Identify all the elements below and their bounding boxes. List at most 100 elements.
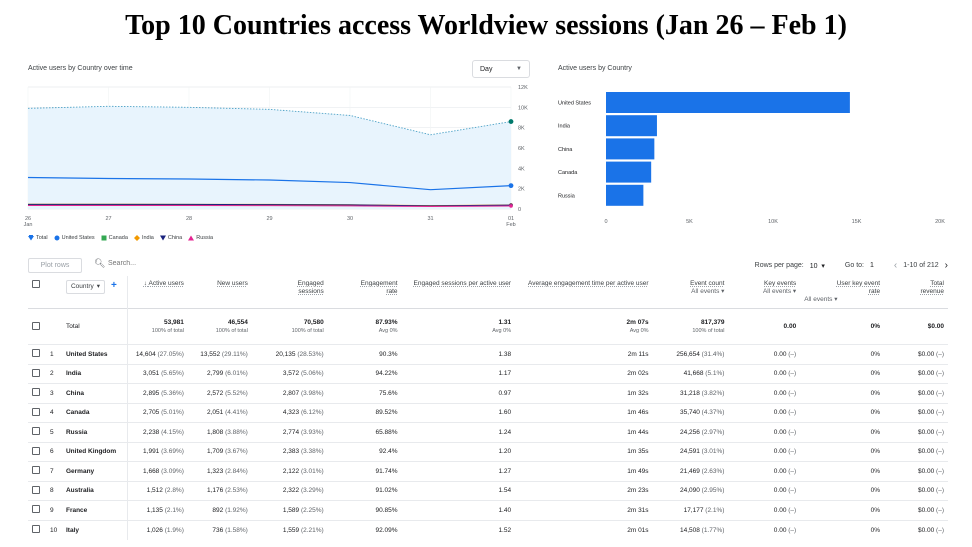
col-new-users[interactable]: New users bbox=[188, 276, 252, 309]
country-cell[interactable]: China bbox=[61, 383, 128, 403]
col-active-users[interactable]: ↓ Active users bbox=[127, 276, 188, 309]
series-line bbox=[27, 176, 512, 191]
country-cell[interactable]: United Kingdom bbox=[61, 441, 128, 462]
engaged-per-user-value: 1.27 bbox=[498, 467, 512, 475]
revenue-pct: (–) bbox=[936, 409, 944, 417]
add-dimension-icon[interactable]: + bbox=[111, 280, 117, 291]
new-users-cell: 1,709 (3.67%) bbox=[187, 441, 252, 462]
total-event-count-sub: 100% of total bbox=[692, 328, 725, 334]
table-row: 3 China 2,895 (5.36%) 2,572 (5.52%) 2,807 (3… bbox=[28, 383, 948, 403]
user-key-event-rate-value: 0% bbox=[870, 448, 881, 456]
new-users-value: 13,552 bbox=[200, 350, 221, 358]
engaged-per-user-value: 0.97 bbox=[498, 389, 512, 397]
dimension-select[interactable]: Country ▾ bbox=[65, 280, 105, 294]
country-cell[interactable]: India bbox=[61, 363, 128, 384]
row-checkbox[interactable] bbox=[32, 349, 40, 358]
avg-time-value: 1m 46s bbox=[627, 409, 649, 417]
revenue-value: $0.00 bbox=[917, 506, 935, 514]
row-checkbox[interactable] bbox=[32, 505, 40, 514]
rows-per-page-select[interactable]: 10 ▾ bbox=[809, 262, 825, 270]
legend-item[interactable]: Russia bbox=[188, 235, 213, 241]
engaged-sessions-pct: (3.98%) bbox=[300, 389, 324, 397]
legend-item[interactable]: Total bbox=[28, 235, 48, 241]
country-cell[interactable]: Germany bbox=[61, 461, 128, 481]
chevron-down-icon: ▼ bbox=[516, 66, 522, 72]
revenue-value: $0.00 bbox=[917, 467, 935, 475]
engagement-rate-cell: 92.4% bbox=[327, 441, 402, 462]
legend-item[interactable]: China bbox=[159, 235, 182, 241]
row-checkbox[interactable] bbox=[32, 485, 40, 494]
select-all-checkbox[interactable] bbox=[32, 280, 40, 288]
revenue-value: $0.00 bbox=[917, 350, 935, 358]
country-cell[interactable]: Italy bbox=[61, 519, 128, 540]
key-events-value: 0.00 bbox=[773, 448, 787, 456]
row-rank: 2 bbox=[49, 370, 54, 378]
key-events-cell: 0.00 (–) bbox=[728, 363, 801, 384]
country-cell[interactable]: Canada bbox=[61, 402, 128, 423]
col-total-revenue[interactable]: Total revenue bbox=[884, 276, 948, 309]
col-engaged-sessions[interactable]: Engaged sessions bbox=[252, 276, 328, 309]
engaged-sessions-cell: 2,807 (3.98%) bbox=[251, 383, 328, 403]
col-avg-time[interactable]: Average engagement time per active user bbox=[515, 276, 652, 309]
new-users-pct: (4.41%) bbox=[225, 409, 248, 417]
country-cell[interactable]: Australia bbox=[61, 480, 128, 501]
table-total-row: Total 53,981 100% of total 46,554 100% of … bbox=[28, 308, 948, 345]
event-count-filter[interactable]: All events bbox=[691, 288, 720, 295]
rank-cell: 1 bbox=[45, 344, 62, 364]
key-events-value: 0.00 bbox=[773, 428, 787, 436]
country-cell[interactable]: France bbox=[61, 500, 128, 520]
total-engaged-per-user-sub: Avg 0% bbox=[492, 328, 512, 334]
row-checkbox[interactable] bbox=[32, 368, 40, 377]
col-engagement-rate[interactable]: Engagement rate bbox=[328, 276, 402, 309]
row-checkbox[interactable] bbox=[32, 427, 40, 436]
bar-chart: United States India China Canada Russia 0 5K 10… bbox=[558, 92, 945, 225]
legend-item[interactable]: India bbox=[133, 235, 154, 241]
plot-rows-button[interactable]: Plot rows bbox=[28, 258, 82, 273]
col-key-events[interactable]: Key events All events ▾ bbox=[762, 280, 797, 295]
col-active-users-label: Active users bbox=[148, 280, 184, 287]
legend-item[interactable]: United States bbox=[54, 235, 95, 241]
country-cell[interactable]: Russia bbox=[61, 422, 128, 442]
event-count-pct: (2.95%) bbox=[701, 487, 725, 495]
engaged-per-user-value: 1.20 bbox=[498, 448, 512, 456]
active-users-cell: 2,895 (5.36%) bbox=[127, 383, 188, 403]
user-key-event-rate-filter[interactable]: All events bbox=[804, 296, 833, 303]
event-count-value: 31,218 bbox=[679, 389, 700, 397]
revenue-pct: (–) bbox=[936, 506, 944, 514]
row-rank: 8 bbox=[49, 487, 54, 495]
key-events-pct: (–) bbox=[788, 448, 797, 456]
rank-cell: 10 bbox=[45, 519, 62, 540]
legend-label: India bbox=[141, 235, 154, 241]
granularity-select[interactable]: Day ▼ bbox=[472, 60, 530, 78]
row-checkbox[interactable] bbox=[32, 407, 40, 416]
search-input[interactable] bbox=[108, 260, 228, 267]
active-users-cell: 1,668 (3.09%) bbox=[127, 461, 188, 481]
col-engaged-per-user[interactable]: Engaged sessions per active user bbox=[402, 276, 516, 309]
country-name: India bbox=[65, 370, 82, 378]
event-count-pct: (3.01%) bbox=[701, 448, 725, 456]
goto-input[interactable]: 1 bbox=[869, 262, 874, 269]
revenue-pct: (–) bbox=[936, 448, 944, 456]
col-user-key-event-rate[interactable]: User key event rate All events ▾ bbox=[804, 280, 881, 303]
country-name: Russia bbox=[65, 428, 88, 436]
engaged-per-user-value: 1.38 bbox=[498, 350, 512, 358]
user-key-event-rate-cell: 0% bbox=[800, 441, 885, 462]
col-event-count[interactable]: Event count All events ▾ bbox=[690, 280, 725, 295]
engagement-rate-cell: 91.02% bbox=[327, 480, 402, 501]
row-checkbox[interactable] bbox=[32, 466, 40, 475]
next-page-icon[interactable]: › bbox=[944, 260, 948, 271]
row-checkbox[interactable] bbox=[32, 446, 40, 455]
row-checkbox[interactable] bbox=[32, 388, 40, 397]
key-events-filter[interactable]: All events bbox=[762, 288, 792, 295]
row-checkbox[interactable] bbox=[32, 525, 40, 533]
new-users-value: 892 bbox=[212, 506, 224, 514]
key-events-value: 0.00 bbox=[773, 487, 787, 495]
prev-page-icon[interactable]: ‹ bbox=[893, 260, 898, 271]
total-row-checkbox[interactable] bbox=[32, 321, 40, 330]
country-cell[interactable]: United States bbox=[61, 344, 128, 364]
legend-square-icon bbox=[101, 235, 107, 241]
total-revenue: $0.00 bbox=[927, 323, 944, 330]
user-key-event-rate-value: 0% bbox=[870, 389, 881, 397]
legend-item[interactable]: Canada bbox=[101, 235, 128, 241]
